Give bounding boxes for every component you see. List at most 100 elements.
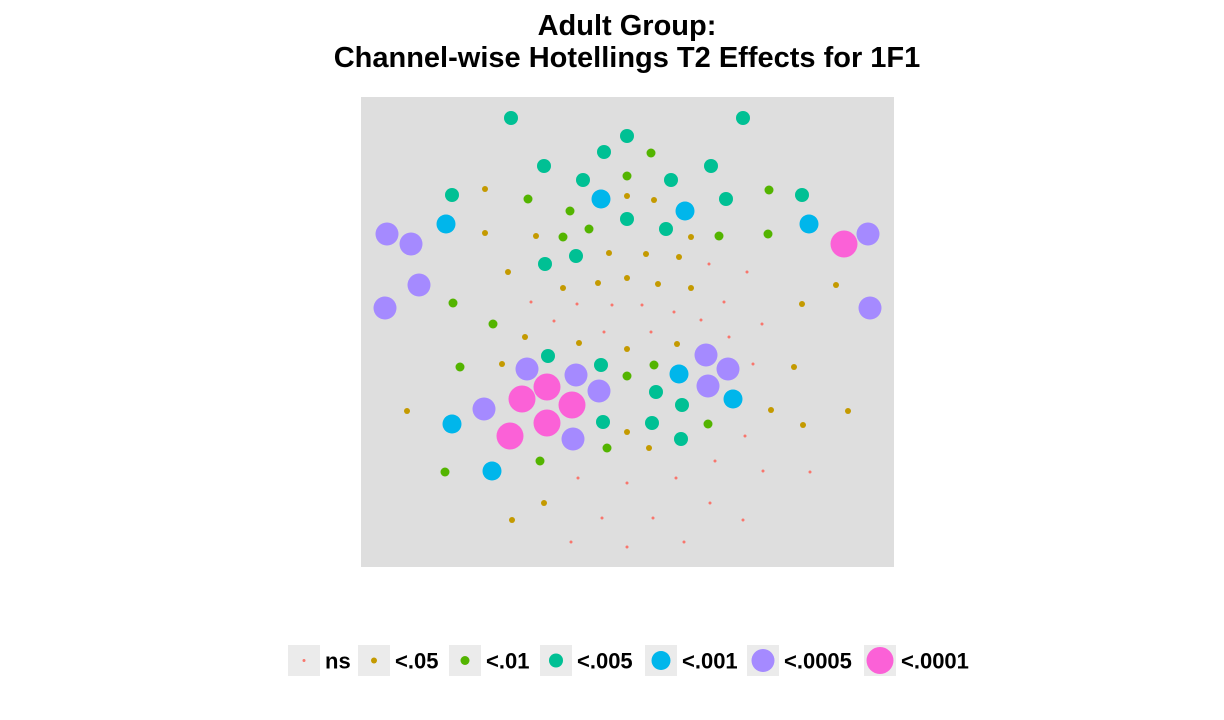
point-lt005-15 <box>541 349 555 363</box>
point-lt05-5 <box>688 234 694 240</box>
point-lt05-17 <box>522 334 528 340</box>
point-lt005-1 <box>736 111 750 125</box>
point-lt0001-5 <box>496 422 524 450</box>
point-lt005-14 <box>538 257 552 271</box>
point-lt05-25 <box>845 408 851 414</box>
point-lt01-4 <box>622 171 632 181</box>
point-lt05-11 <box>595 280 601 286</box>
point-lt005-3 <box>597 145 611 159</box>
point-lt001-0 <box>591 189 611 209</box>
point-ns-5 <box>640 303 644 307</box>
point-lt05-0 <box>482 186 488 192</box>
point-lt001-7 <box>482 461 502 481</box>
point-lt01-13 <box>622 371 632 381</box>
point-lt0005-4 <box>373 296 397 320</box>
point-lt05-12 <box>624 275 630 281</box>
point-ns-26 <box>569 540 573 544</box>
legend-label-lt005: <.005 <box>577 649 633 674</box>
point-lt01-16 <box>535 456 545 466</box>
point-lt0005-13 <box>561 427 585 451</box>
point-lt005-20 <box>645 416 659 430</box>
legend-marker-lt0001 <box>866 647 894 674</box>
point-lt005-5 <box>704 159 718 173</box>
point-lt001-1 <box>675 201 695 221</box>
point-ns-13 <box>760 322 764 326</box>
point-lt01-7 <box>714 231 724 241</box>
point-lt0005-9 <box>716 357 740 381</box>
point-ns-24 <box>600 516 604 520</box>
chart-title-line-2: Channel-wise Hotellings T2 Effects for 1… <box>333 42 921 74</box>
point-lt01-8 <box>763 229 773 239</box>
point-lt05-16 <box>799 301 805 307</box>
point-lt0001-3 <box>558 391 586 419</box>
legend-marker-lt001 <box>651 651 671 670</box>
legend-label-ns: ns <box>325 649 351 674</box>
point-lt0001-1 <box>533 373 561 401</box>
point-lt0005-12 <box>472 397 496 421</box>
point-lt01-5 <box>584 224 594 234</box>
point-ns-28 <box>682 540 686 544</box>
point-ns-9 <box>552 319 556 323</box>
point-lt0005-6 <box>694 343 718 367</box>
chart-title: Adult Group: Channel-wise Hotellings T2 … <box>0 10 1224 74</box>
point-lt01-9 <box>448 298 458 308</box>
point-lt01-10 <box>488 319 498 329</box>
chart-title-line-1: Adult Group: <box>537 10 717 42</box>
point-lt005-13 <box>569 249 583 263</box>
point-lt01-12 <box>649 360 659 370</box>
point-lt05-15 <box>833 282 839 288</box>
point-lt05-29 <box>541 500 547 506</box>
point-lt0005-3 <box>407 273 431 297</box>
point-lt05-21 <box>499 361 505 367</box>
point-lt05-20 <box>674 341 680 347</box>
legend-label-lt05: <.05 <box>395 649 438 674</box>
point-lt005-4 <box>537 159 551 173</box>
point-lt005-19 <box>596 415 610 429</box>
point-lt005-16 <box>594 358 608 372</box>
point-lt0005-2 <box>856 222 880 246</box>
point-lt05-1 <box>624 193 630 199</box>
legend: ns <.05 <.01 <.005 <.001 <.0005 <.0001 <box>288 645 969 676</box>
data-points <box>373 111 882 549</box>
point-ns-10 <box>602 330 606 334</box>
point-lt01-2 <box>523 194 533 204</box>
point-lt05-10 <box>560 285 566 291</box>
point-lt005-18 <box>675 398 689 412</box>
point-lt05-26 <box>800 422 806 428</box>
point-lt05-3 <box>482 230 488 236</box>
point-lt05-6 <box>606 250 612 256</box>
point-lt0005-11 <box>696 374 720 398</box>
point-lt001-4 <box>669 364 689 384</box>
point-lt0005-5 <box>858 296 882 320</box>
point-ns-6 <box>672 310 676 314</box>
legend-marker-ns <box>302 659 306 662</box>
point-ns-16 <box>713 459 717 463</box>
point-ns-25 <box>651 516 655 520</box>
point-lt01-6 <box>558 232 568 242</box>
point-ns-15 <box>743 434 747 438</box>
legend-label-lt0005: <.0005 <box>784 649 852 674</box>
point-lt05-2 <box>651 197 657 203</box>
point-lt0005-8 <box>564 363 588 387</box>
point-lt05-28 <box>646 445 652 451</box>
point-lt005-11 <box>620 212 634 226</box>
point-lt005-7 <box>664 173 678 187</box>
point-ns-23 <box>741 518 745 522</box>
point-lt001-2 <box>436 214 456 234</box>
point-lt01-17 <box>440 467 450 477</box>
point-ns-1 <box>745 270 749 274</box>
point-lt05-4 <box>533 233 539 239</box>
point-lt05-19 <box>624 346 630 352</box>
point-ns-18 <box>808 470 812 474</box>
point-ns-4 <box>610 303 614 307</box>
point-lt005-12 <box>659 222 673 236</box>
point-lt05-13 <box>655 281 661 287</box>
point-lt005-17 <box>649 385 663 399</box>
point-lt001-5 <box>723 389 743 409</box>
point-lt05-7 <box>643 251 649 257</box>
point-ns-12 <box>727 335 731 339</box>
point-ns-7 <box>699 318 703 322</box>
plot-panel <box>361 97 894 567</box>
point-ns-2 <box>529 300 533 304</box>
